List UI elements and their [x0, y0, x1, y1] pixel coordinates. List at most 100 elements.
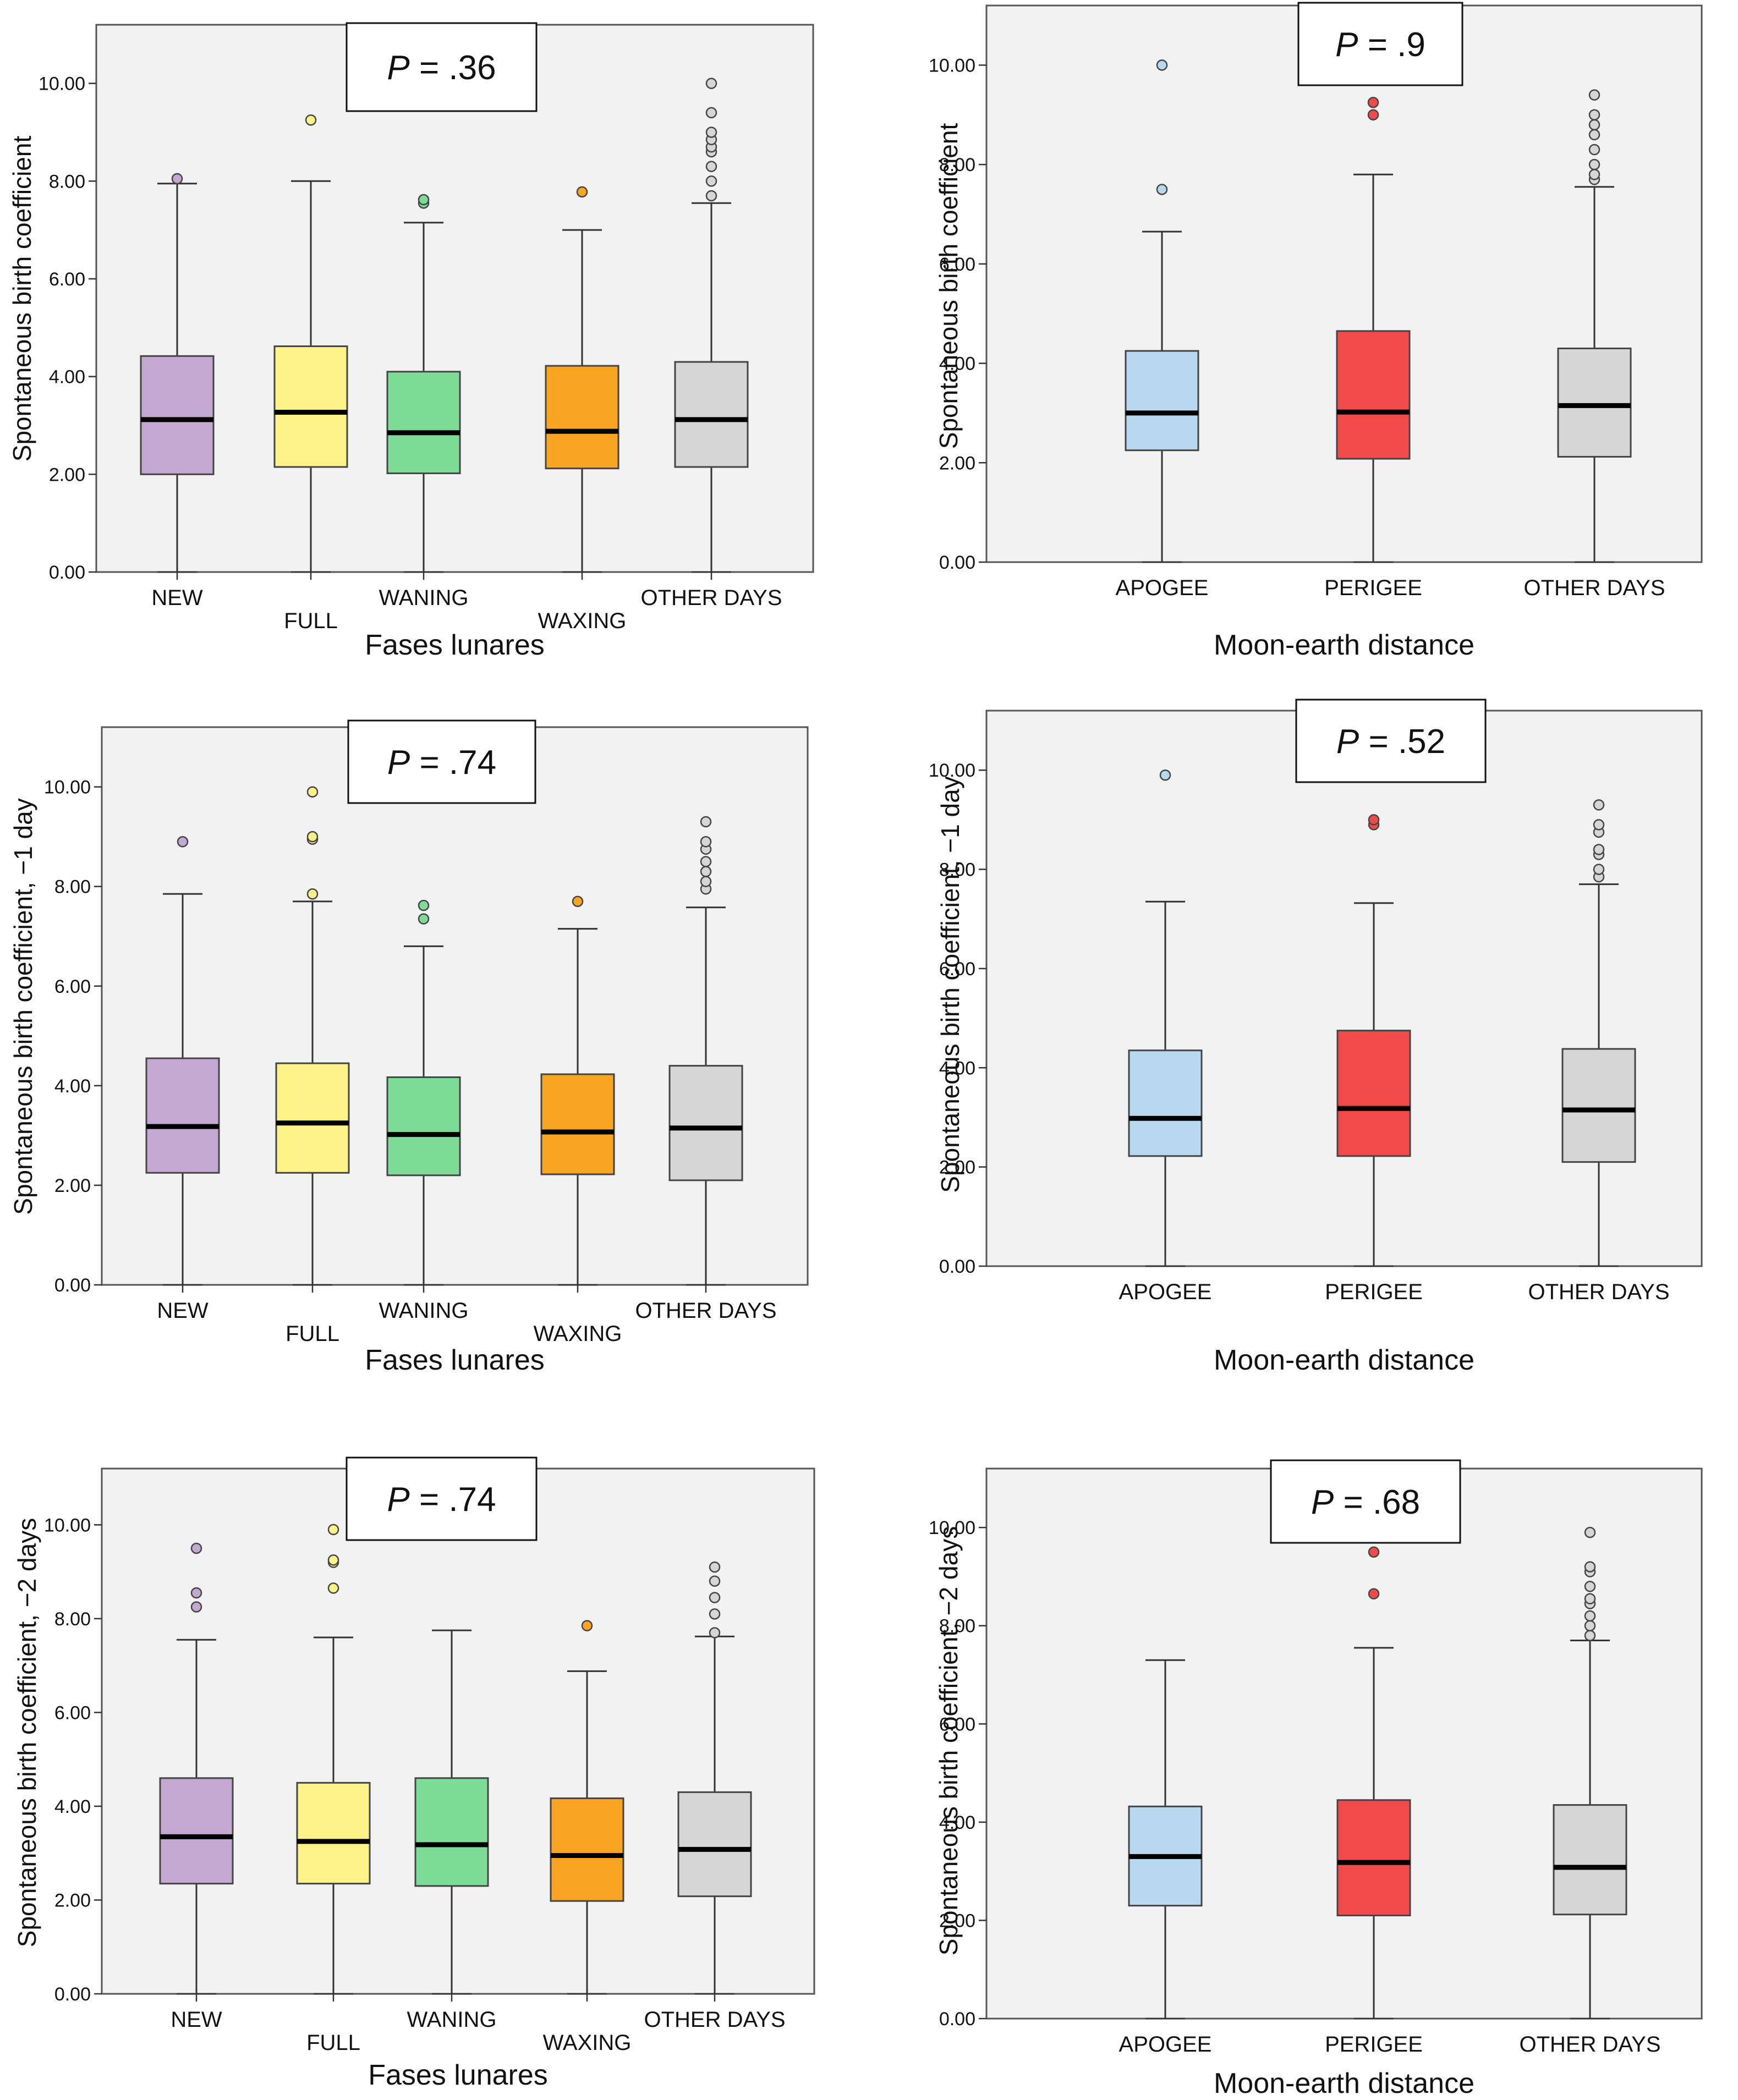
plot-area [101, 1467, 815, 1995]
outlier-point [305, 114, 317, 126]
p-value-label: P = .68 [1311, 1483, 1420, 1521]
p-symbol: P [1335, 26, 1358, 64]
box-iqr [296, 1782, 371, 1885]
y-tick-label: 0.00 [54, 1275, 91, 1296]
outlier-point [1593, 844, 1605, 855]
outlier-point [1584, 1630, 1596, 1641]
outlier-point [418, 194, 430, 206]
box-iqr [140, 355, 215, 475]
y-tick-label: 10.00 [929, 760, 975, 781]
y-tick-label: 10.00 [44, 777, 91, 798]
box-iqr [273, 345, 348, 468]
category-label: WAXING [538, 609, 627, 633]
category-label: NEW [151, 586, 203, 610]
p-value-number: .74 [448, 1481, 496, 1519]
outlier-point [327, 1524, 339, 1536]
y-tick-label: 0.00 [939, 1256, 975, 1277]
category-label: OTHER DAYS [1523, 576, 1665, 600]
category-label: OTHER DAYS [635, 1299, 776, 1323]
category-label: WANING [379, 586, 469, 610]
box-waxing: WAXING [543, 1620, 631, 2055]
outlier-point [1584, 1526, 1596, 1538]
category-label: APOGEE [1119, 1280, 1212, 1304]
outlier-point [1588, 89, 1600, 101]
p-value-box [346, 22, 538, 112]
p-equals: = [1334, 1483, 1373, 1521]
outlier-point [190, 1542, 202, 1554]
p-value-label: P = .36 [387, 49, 496, 87]
box-other-days: OTHER DAYS [1519, 1526, 1661, 2057]
y-tick-label: 2.00 [939, 1157, 975, 1178]
outlier-point [1593, 864, 1605, 875]
y-tick-label: 0.00 [939, 2009, 975, 2030]
category-label: NEW [157, 1299, 209, 1323]
box-iqr [1553, 1804, 1627, 1916]
outlier-point [1588, 109, 1600, 121]
y-tick-label: 4.00 [54, 1796, 91, 1817]
p-equals: = [1359, 723, 1398, 761]
p-value-box [347, 719, 536, 804]
category-label: OTHER DAYS [644, 2008, 785, 2032]
category-label: WANING [407, 2008, 497, 2032]
y-tick-label: 0.00 [49, 562, 85, 583]
outlier-point [1584, 1561, 1596, 1573]
y-tick-label: 4.00 [49, 367, 85, 388]
y-axis-title: Spontaneous birth coefficient, −1 day [9, 798, 37, 1214]
y-tick-label: 8.00 [54, 1609, 91, 1630]
outlier-point [705, 78, 717, 89]
y-tick-label: 4.00 [939, 1058, 975, 1079]
outlier-point [190, 1601, 202, 1613]
y-tick-label: 0.00 [939, 552, 975, 573]
chart-panel-2: 0.00 2.00 4.00 6.00 8.00 10.00 APOGEE PERIGEE OT… [929, 2, 1703, 661]
box-other-days: OTHER DAYS [1528, 799, 1670, 1304]
outlier-point [1367, 109, 1379, 121]
box-other-days: OTHER DAYS [640, 78, 782, 610]
box-iqr [1125, 350, 1199, 452]
box-iqr [414, 1777, 489, 1887]
plot-area [985, 1467, 1703, 2020]
outlier-point [1156, 184, 1168, 195]
box-iqr [668, 1065, 743, 1181]
box-apogee: APOGEE [1119, 769, 1212, 1304]
category-label: PERIGEE [1325, 2032, 1423, 2057]
y-tick-label: 8.00 [939, 155, 975, 175]
outlier-point [1368, 1588, 1380, 1599]
y-axis-title: Spontaneous birth coefficient, −2 days [934, 1526, 963, 1955]
plot-area [985, 710, 1703, 1267]
outlier-point [1588, 144, 1600, 156]
y-tick-label: 0.00 [54, 1984, 91, 2005]
box-other-days: OTHER DAYS [635, 816, 777, 1323]
p-value-label: P = .74 [387, 744, 496, 782]
y-tick-label: 6.00 [54, 1702, 91, 1723]
y-axis-title: Spontaneous birth coefficient, −2 days [13, 1518, 41, 1947]
outlier-point [1588, 129, 1600, 141]
outlier-point [1588, 158, 1600, 171]
box-new: NEW [159, 1542, 234, 2032]
y-tick-label: 10.00 [39, 74, 85, 95]
p-equals: = [410, 49, 449, 87]
y-tick-label: 6.00 [54, 976, 91, 997]
outlier-point [700, 876, 712, 887]
y-tick-label: 2.00 [939, 453, 975, 474]
outlier-point [1593, 799, 1605, 811]
category-label: WAXING [534, 1322, 622, 1346]
y-tick-label: 8.00 [939, 860, 975, 881]
box-new: NEW [140, 173, 215, 610]
box-perigee: PERIGEE [1325, 1546, 1423, 2057]
outlier-point [700, 866, 712, 877]
p-value-box [1295, 699, 1487, 783]
category-label: PERIGEE [1325, 1280, 1423, 1304]
outlier-point [1588, 168, 1600, 180]
outlier-point [709, 1575, 721, 1587]
box-waxing: WAXING [534, 895, 622, 1346]
outlier-point [700, 816, 712, 828]
outlier-point [709, 1561, 721, 1573]
y-tick-label: 2.00 [49, 464, 85, 485]
box-new: NEW [145, 835, 220, 1323]
x-axis-title: Fases lunares [368, 2059, 548, 2091]
y-axis-title: Spontaneous birth coefficient [8, 136, 36, 462]
category-label: OTHER DAYS [640, 586, 782, 610]
outlier-point [177, 835, 189, 848]
y-tick-label: 6.00 [939, 254, 975, 275]
outlier-point [705, 161, 717, 172]
